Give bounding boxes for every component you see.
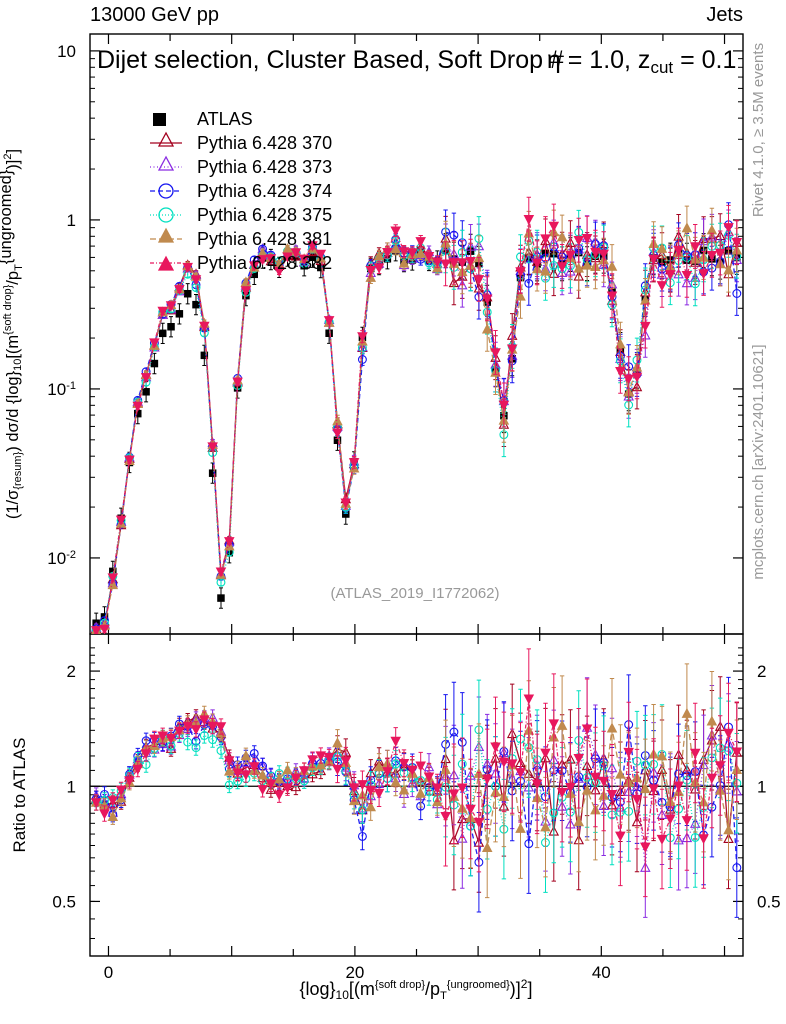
svg-text:13000 GeV pp: 13000 GeV pp xyxy=(90,4,219,26)
svg-text:ATLAS: ATLAS xyxy=(197,109,253,129)
svg-text:1: 1 xyxy=(757,777,766,796)
svg-text:Dijet selection, Cluster Based: Dijet selection, Cluster Based, Soft Dro… xyxy=(97,46,736,77)
svg-text:0.5: 0.5 xyxy=(52,892,76,911)
svg-text:0.5: 0.5 xyxy=(757,892,781,911)
svg-text:2: 2 xyxy=(67,662,76,681)
svg-text:mcplots.cern.ch [arXiv:2401.10: mcplots.cern.ch [arXiv:2401.10621] xyxy=(750,344,767,579)
svg-text:Pythia 6.428 381: Pythia 6.428 381 xyxy=(197,229,332,249)
svg-text:(ATLAS_2019_I1772062): (ATLAS_2019_I1772062) xyxy=(330,585,499,602)
svg-text:2: 2 xyxy=(757,662,766,681)
svg-text:Ratio to ATLAS: Ratio to ATLAS xyxy=(10,738,29,853)
svg-text:Pythia 6.428 382: Pythia 6.428 382 xyxy=(197,253,332,273)
svg-text:Pythia 6.428 373: Pythia 6.428 373 xyxy=(197,157,332,177)
svg-text:10: 10 xyxy=(57,42,76,61)
svg-text:40: 40 xyxy=(592,963,611,982)
svg-text:Pythia 6.428 375: Pythia 6.428 375 xyxy=(197,205,332,225)
svg-text:Jets: Jets xyxy=(706,4,743,26)
svg-text:Pythia 6.428 370: Pythia 6.428 370 xyxy=(197,133,332,153)
svg-text:0: 0 xyxy=(104,963,113,982)
svg-text:1: 1 xyxy=(67,211,76,230)
svg-text:1: 1 xyxy=(67,777,76,796)
svg-text:Rivet 4.1.0, ≥ 3.5M events: Rivet 4.1.0, ≥ 3.5M events xyxy=(750,43,767,217)
svg-text:Pythia 6.428 374: Pythia 6.428 374 xyxy=(197,181,332,201)
